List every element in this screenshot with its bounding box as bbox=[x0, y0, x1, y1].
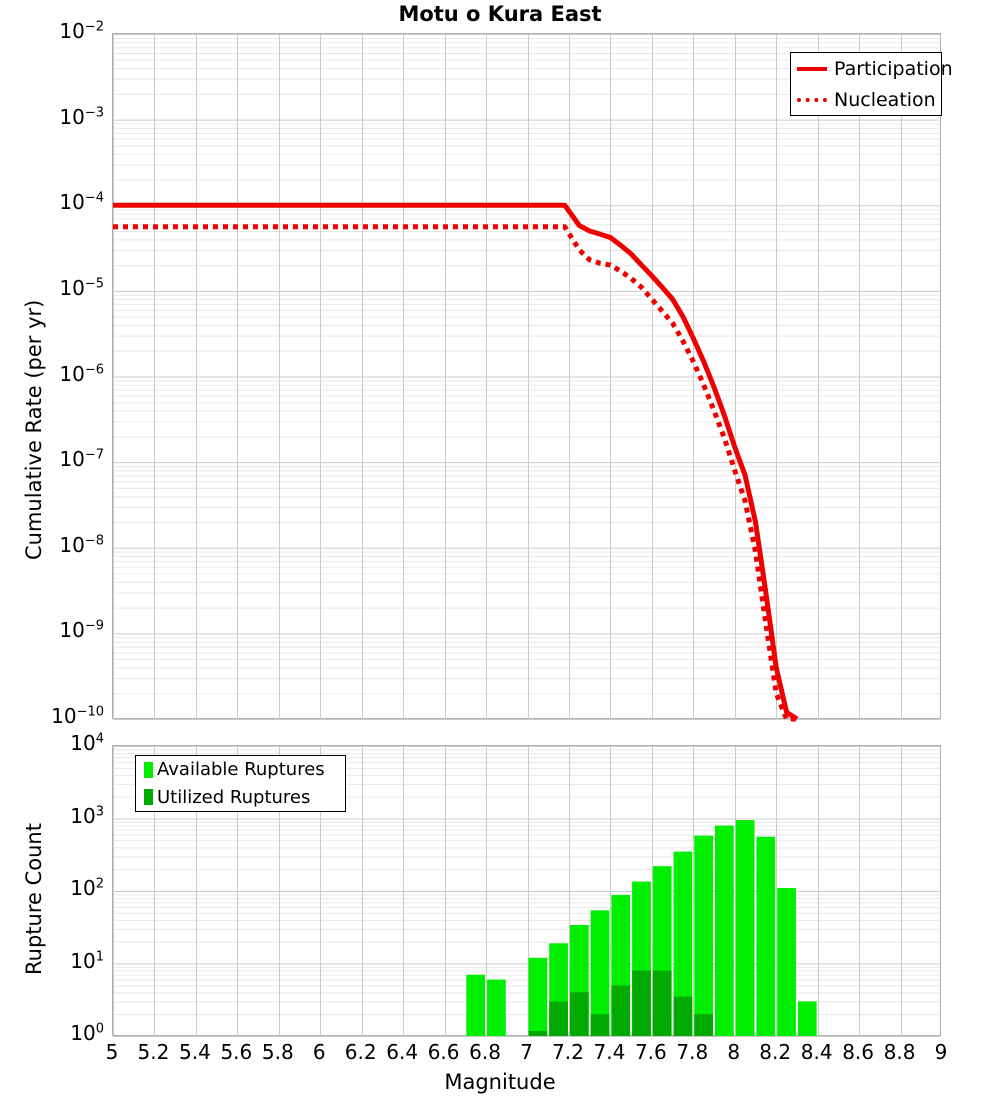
x-tick-5: 6 bbox=[313, 1040, 326, 1064]
bar-available bbox=[466, 975, 485, 1036]
x-tick-10: 7 bbox=[520, 1040, 533, 1064]
bar-utilized bbox=[694, 1014, 713, 1036]
x-tick-14: 7.8 bbox=[676, 1040, 708, 1064]
page-title: Motu o Kura East bbox=[0, 2, 1000, 26]
x-tick-7: 6.4 bbox=[386, 1040, 418, 1064]
y-tick-top-5: 10−7 bbox=[59, 447, 104, 471]
legend-label-participation: Participation bbox=[834, 58, 953, 80]
curve-nucleation bbox=[113, 227, 797, 719]
x-tick-6: 6.2 bbox=[345, 1040, 377, 1064]
line-dotted-icon bbox=[797, 98, 827, 102]
bar-available bbox=[694, 836, 713, 1036]
cumulative-rate-panel bbox=[112, 33, 941, 719]
available-swatch-icon bbox=[144, 762, 153, 778]
x-tick-11: 7.2 bbox=[552, 1040, 584, 1064]
x-tick-20: 9 bbox=[935, 1040, 948, 1064]
x-tick-2: 5.4 bbox=[179, 1040, 211, 1064]
legend-item-participation: Participation bbox=[791, 53, 941, 84]
x-tick-9: 6.8 bbox=[469, 1040, 501, 1064]
x-axis-label: Magnitude bbox=[0, 1070, 1000, 1094]
bar-utilized bbox=[611, 985, 630, 1036]
x-tick-13: 7.6 bbox=[635, 1040, 667, 1064]
legend-item-available: Available Ruptures bbox=[136, 756, 345, 784]
legend-label-nucleation: Nucleation bbox=[834, 89, 936, 111]
y-axis-label-top: Cumulative Rate (per yr) bbox=[22, 300, 46, 560]
y-tick-top-8: 10−10 bbox=[51, 704, 104, 728]
legend-label-available: Available Ruptures bbox=[157, 759, 325, 780]
x-tick-15: 8 bbox=[727, 1040, 740, 1064]
bar-available bbox=[529, 958, 548, 1036]
y-tick-bottom-0: 104 bbox=[70, 731, 104, 755]
cumulative-rate-plot bbox=[113, 34, 940, 718]
x-tick-17: 8.4 bbox=[801, 1040, 833, 1064]
y-tick-top-4: 10−6 bbox=[59, 362, 104, 386]
x-tick-4: 5.8 bbox=[262, 1040, 294, 1064]
y-tick-top-2: 10−4 bbox=[59, 190, 104, 214]
y-tick-top-3: 10−5 bbox=[59, 276, 104, 300]
x-tick-12: 7.4 bbox=[593, 1040, 625, 1064]
bar-available bbox=[756, 837, 775, 1036]
bar-utilized bbox=[549, 1001, 568, 1036]
y-tick-top-0: 10−2 bbox=[59, 19, 104, 43]
figure-root: Motu o Kura East Cumulative Rate (per yr… bbox=[0, 0, 1000, 1100]
bar-utilized bbox=[632, 971, 651, 1036]
bar-available bbox=[777, 888, 796, 1036]
bar-utilized bbox=[674, 997, 693, 1036]
utilized-swatch-icon bbox=[144, 789, 153, 805]
x-tick-8: 6.6 bbox=[428, 1040, 460, 1064]
line-solid-icon bbox=[797, 67, 827, 71]
legend-item-nucleation: Nucleation bbox=[791, 84, 941, 115]
x-tick-19: 8.8 bbox=[884, 1040, 916, 1064]
x-tick-0: 5 bbox=[106, 1040, 119, 1064]
y-axis-label-bottom: Rupture Count bbox=[22, 823, 46, 975]
x-tick-3: 5.6 bbox=[220, 1040, 252, 1064]
legend-label-utilized: Utilized Ruptures bbox=[157, 787, 310, 808]
bar-available bbox=[715, 826, 734, 1036]
y-tick-top-1: 10−3 bbox=[59, 105, 104, 129]
y-tick-top-7: 10−9 bbox=[59, 618, 104, 642]
x-tick-1: 5.2 bbox=[138, 1040, 170, 1064]
y-tick-bottom-2: 102 bbox=[70, 876, 104, 900]
x-tick-18: 8.6 bbox=[842, 1040, 874, 1064]
legend-curves: Participation Nucleation bbox=[790, 52, 942, 116]
bar-utilized bbox=[570, 992, 589, 1036]
legend-item-utilized: Utilized Ruptures bbox=[136, 784, 345, 812]
y-tick-bottom-4: 100 bbox=[70, 1021, 104, 1045]
bar-available bbox=[798, 1001, 817, 1036]
bar-utilized bbox=[653, 971, 672, 1036]
bar-available bbox=[487, 980, 506, 1036]
bar-available bbox=[736, 820, 755, 1036]
bar-utilized bbox=[529, 1031, 548, 1036]
bar-utilized bbox=[591, 1014, 610, 1036]
y-tick-top-6: 10−8 bbox=[59, 533, 104, 557]
x-tick-16: 8.2 bbox=[759, 1040, 791, 1064]
y-tick-bottom-1: 103 bbox=[70, 804, 104, 828]
y-tick-bottom-3: 101 bbox=[70, 949, 104, 973]
legend-ruptures: Available Ruptures Utilized Ruptures bbox=[135, 755, 346, 812]
